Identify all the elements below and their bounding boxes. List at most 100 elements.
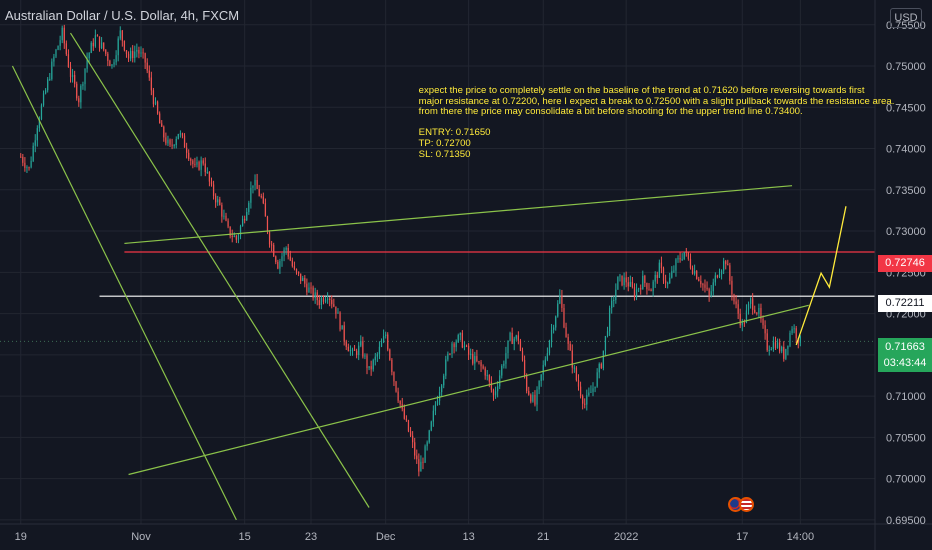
candle-body: [552, 327, 555, 330]
candle-body: [233, 235, 235, 237]
candle-body: [32, 145, 34, 161]
candle-body: [569, 343, 571, 351]
candle-body: [376, 354, 378, 357]
candle-body: [434, 404, 437, 411]
candle-body: [793, 328, 795, 330]
trade-annotation[interactable]: expect the price to completely settle on…: [416, 85, 894, 160]
candle-body: [244, 218, 246, 221]
candle-body: [635, 289, 638, 298]
candle-body: [316, 292, 318, 301]
candle-body: [105, 49, 107, 54]
currency-button[interactable]: USD: [890, 8, 922, 28]
candle-body: [281, 256, 283, 261]
time-tick-label: 2022: [614, 531, 638, 543]
candle-body: [646, 283, 648, 290]
candle-body: [534, 394, 536, 405]
candle-body: [768, 350, 770, 352]
candle-body: [103, 42, 105, 50]
candle-body: [190, 159, 192, 161]
candle-body: [594, 386, 596, 389]
candle-body: [295, 269, 298, 272]
candle-body: [600, 363, 602, 369]
candle-body: [725, 261, 727, 265]
candle-body: [470, 353, 472, 355]
candle-body: [584, 403, 586, 405]
chart-title: Australian Dollar / U.S. Dollar, 4h, FXC…: [5, 8, 240, 23]
candle-body: [517, 335, 519, 341]
candle-body: [702, 284, 704, 286]
time-axis[interactable]: 19 Nov 15 23 Dec 13 21 2022 17 14:00: [15, 531, 815, 543]
price-tick-label: 0.70500: [886, 432, 926, 444]
candle-body: [482, 366, 484, 369]
candle-body: [733, 294, 735, 302]
candle-body: [677, 257, 679, 260]
candle-body: [107, 53, 109, 61]
candle-body: [254, 179, 256, 186]
candle-body: [123, 40, 126, 51]
candle-body: [271, 244, 273, 246]
candle-body: [758, 307, 760, 314]
candle-body: [67, 54, 70, 67]
candle-body: [20, 156, 22, 158]
candle-body: [171, 144, 173, 146]
candle-body: [308, 287, 310, 293]
candle-body: [393, 372, 395, 382]
time-tick-label: 19: [15, 531, 27, 543]
candle-body: [411, 435, 414, 443]
candle-body: [681, 259, 683, 261]
candle-body: [90, 42, 92, 53]
candle-body: [706, 287, 708, 290]
candle-body: [382, 336, 385, 343]
candle-body: [548, 341, 551, 354]
candle-body: [225, 215, 227, 221]
candle-body: [200, 160, 202, 170]
candle-body: [472, 353, 474, 364]
candle-body: [372, 360, 374, 370]
candle-body: [49, 79, 51, 81]
candle-body: [156, 101, 159, 114]
candle-body: [219, 199, 221, 206]
candle-body: [347, 346, 349, 352]
candle-body: [654, 274, 656, 282]
candle-body: [293, 266, 296, 270]
candle-body: [718, 274, 721, 278]
candle-body: [731, 280, 733, 295]
candle-body: [700, 281, 702, 285]
price-tick-label: 0.69500: [886, 515, 926, 527]
candle-body: [322, 298, 325, 302]
time-tick-label: 21: [537, 531, 549, 543]
candle-body: [501, 365, 503, 376]
candle-body: [109, 60, 111, 67]
candle-body: [463, 345, 466, 348]
candle-body: [353, 349, 356, 351]
candle-body: [490, 381, 493, 390]
candle-body: [432, 410, 434, 422]
candle-body: [467, 345, 470, 355]
candle-body: [40, 105, 43, 120]
trend-line: [124, 185, 793, 245]
candle-body: [80, 85, 82, 103]
projection-line: [795, 206, 847, 346]
candle-body: [698, 278, 700, 282]
candle-body: [100, 42, 103, 49]
candle-body: [662, 268, 665, 281]
candle-body: [260, 196, 262, 198]
candle-body: [536, 389, 538, 405]
candle-body: [333, 304, 335, 307]
candle-body: [221, 205, 223, 217]
candle-body: [53, 56, 55, 62]
candle-body: [557, 303, 559, 317]
candle-body: [559, 295, 561, 304]
candle-body: [613, 299, 615, 301]
candle-body: [766, 333, 768, 351]
candle-body: [650, 289, 652, 292]
candle-body: [82, 84, 84, 86]
candle-body: [192, 160, 194, 165]
candlestick-series: [20, 24, 801, 477]
candle-body: [217, 199, 219, 203]
candle-body: [59, 40, 61, 46]
candle-body: [515, 335, 517, 339]
us-flag-icon[interactable]: [739, 497, 754, 512]
candle-body: [499, 375, 501, 387]
